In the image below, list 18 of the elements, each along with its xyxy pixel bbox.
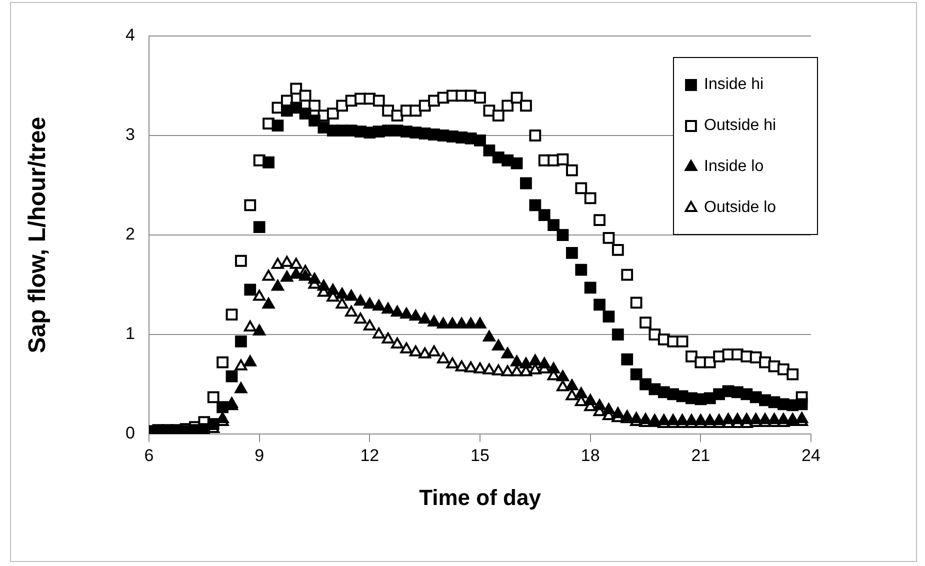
y-axis-title: Sap flow, L/hour/tree xyxy=(24,116,52,354)
x-tick-label: 9 xyxy=(254,446,264,465)
y-tick-label: 4 xyxy=(126,26,135,45)
legend-label: Inside hi xyxy=(704,76,764,94)
x-tick-label: 21 xyxy=(691,446,710,465)
y-tick-label: 2 xyxy=(126,224,135,244)
x-tick-label: 18 xyxy=(580,446,600,465)
legend-label: Inside lo xyxy=(704,158,764,176)
legend-label: Outside lo xyxy=(704,198,776,216)
x-axis-title: Time of day xyxy=(419,484,542,510)
legend-label: Outside hi xyxy=(704,116,776,134)
y-tick-label: 0 xyxy=(126,424,135,443)
y-tick-label: 3 xyxy=(126,125,135,144)
x-tick-label: 15 xyxy=(470,446,490,465)
x-tick-label: 24 xyxy=(802,446,820,465)
y-tick-label: 1 xyxy=(126,324,135,344)
x-tick-label: 6 xyxy=(144,446,154,465)
x-tick-label: 12 xyxy=(360,446,380,465)
